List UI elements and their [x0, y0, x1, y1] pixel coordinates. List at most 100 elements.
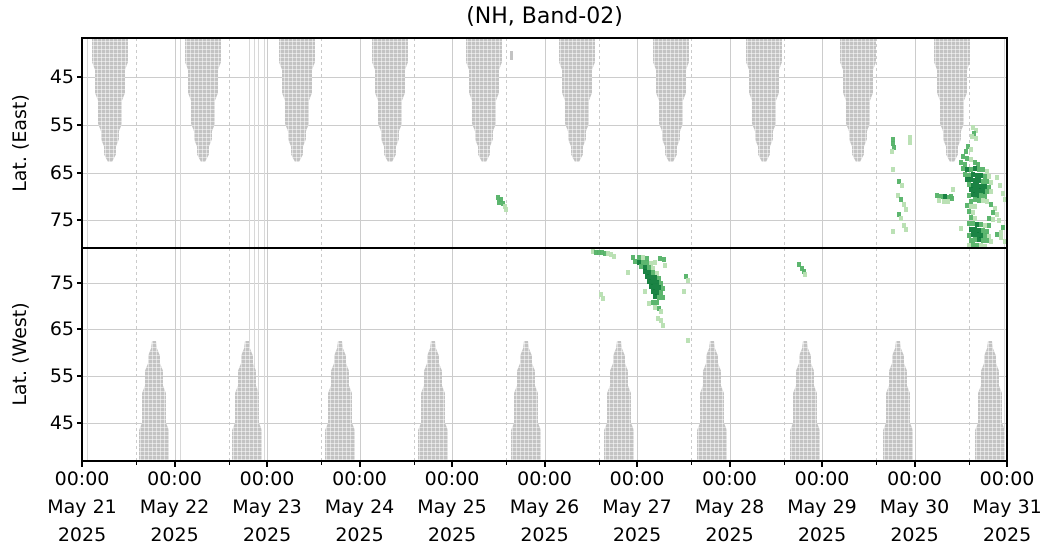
detection-cell — [985, 179, 989, 184]
detection-cell — [995, 212, 999, 217]
detection-cell — [908, 140, 912, 145]
detection-cell — [991, 217, 995, 222]
x-tick-label-year: 2025 — [890, 524, 939, 546]
detection-cell — [651, 266, 655, 271]
coverage-gap-shape — [466, 39, 502, 162]
detection-cell — [972, 131, 976, 136]
detection-cell — [973, 166, 977, 171]
detection-cell — [661, 286, 665, 291]
detection-cell — [983, 174, 987, 179]
detection-cell — [653, 260, 657, 265]
detection-cell — [659, 309, 663, 314]
detection-cell — [995, 175, 999, 180]
grid-vertical-minor — [321, 38, 322, 461]
detection-cell — [971, 210, 975, 215]
detection-cell — [643, 269, 647, 274]
detection-cell — [655, 300, 659, 305]
grid-vertical-major — [822, 38, 823, 461]
detection-cell — [645, 260, 649, 265]
x-tick-label-time: 00:00 — [887, 468, 942, 490]
y-tick-mark — [77, 76, 82, 78]
detection-cell — [939, 194, 943, 199]
detection-cell — [963, 172, 967, 177]
detection-cell — [975, 183, 979, 188]
grid-vertical-minor — [136, 38, 137, 461]
coverage-speck — [510, 51, 513, 56]
x-tick-mark — [913, 462, 916, 467]
x-tick-label-time: 00:00 — [609, 468, 665, 490]
detection-cell — [797, 262, 801, 267]
detection-cell — [626, 270, 630, 275]
coverage-gap-shape — [139, 341, 169, 460]
detection-cell — [643, 265, 647, 270]
detection-cell — [647, 301, 651, 306]
coverage-gap-shape — [92, 39, 128, 162]
detection-cell — [935, 193, 939, 198]
y-tick-label: 45 — [49, 412, 74, 434]
x-tick-label-year: 2025 — [612, 524, 662, 546]
detection-cell — [974, 136, 978, 141]
detection-cell — [969, 227, 973, 232]
detection-cell — [594, 250, 598, 255]
coverage-streak — [249, 38, 250, 461]
y-axis-label-east: Lat. (East) — [9, 94, 31, 192]
detection-cell — [969, 199, 973, 204]
detection-cell — [891, 167, 895, 172]
coverage-gap-shape — [372, 39, 408, 162]
detection-cell — [647, 279, 651, 284]
x-tick-label-date: May 25 — [417, 496, 487, 518]
grid-vertical-major — [452, 38, 453, 461]
detection-cell — [656, 316, 660, 321]
x-tick-mark — [173, 462, 176, 467]
detection-cell — [637, 260, 641, 265]
detection-cell — [963, 162, 967, 167]
detection-cell — [959, 226, 963, 231]
detection-cell — [967, 173, 971, 178]
detection-cell — [653, 294, 657, 299]
detection-cell — [979, 243, 983, 248]
x-minor-tick-mark — [691, 462, 692, 465]
detection-cell — [612, 254, 616, 259]
detection-cell — [985, 229, 989, 234]
detection-cell — [973, 197, 977, 202]
detection-cell — [649, 275, 653, 280]
detection-cell — [987, 174, 991, 179]
x-minor-tick-mark — [876, 462, 877, 465]
grid-vertical-minor — [691, 38, 692, 461]
detection-cell — [949, 194, 953, 199]
x-minor-tick-mark — [968, 462, 970, 465]
detection-cell — [655, 290, 659, 295]
detection-cell — [800, 266, 804, 271]
detection-cell — [977, 237, 981, 242]
detection-cell — [943, 194, 947, 199]
coverage-streak — [258, 38, 259, 461]
grid-vertical-major — [914, 38, 916, 461]
detection-cell — [641, 255, 645, 260]
detection-cell — [659, 281, 663, 286]
detection-cell — [661, 295, 665, 300]
y-axis-label-west: Lat. (West) — [9, 302, 31, 406]
x-tick-mark — [728, 462, 731, 467]
detection-cell — [891, 229, 895, 234]
x-tick-label-time: 00:00 — [54, 468, 110, 490]
detection-cell — [971, 242, 975, 247]
detection-cell — [998, 183, 1002, 188]
detection-cell — [969, 157, 973, 162]
detection-cell — [977, 228, 981, 233]
coverage-gap-shape — [975, 341, 1005, 460]
x-tick-label-year: 2025 — [797, 524, 847, 546]
detection-cell — [967, 233, 971, 238]
y-tick-mark — [77, 422, 82, 424]
y-tick-label: 75 — [49, 272, 74, 294]
detection-cell — [647, 265, 651, 270]
x-tick-mark — [266, 462, 268, 467]
detection-cell — [979, 233, 983, 238]
detection-cell — [609, 252, 613, 257]
detection-cell — [973, 204, 977, 209]
detection-cell — [645, 274, 649, 279]
detection-cell — [985, 189, 989, 194]
detection-cell — [964, 149, 968, 154]
detection-cell — [997, 218, 1001, 223]
detection-cell — [969, 177, 973, 182]
detection-cell — [979, 184, 983, 189]
